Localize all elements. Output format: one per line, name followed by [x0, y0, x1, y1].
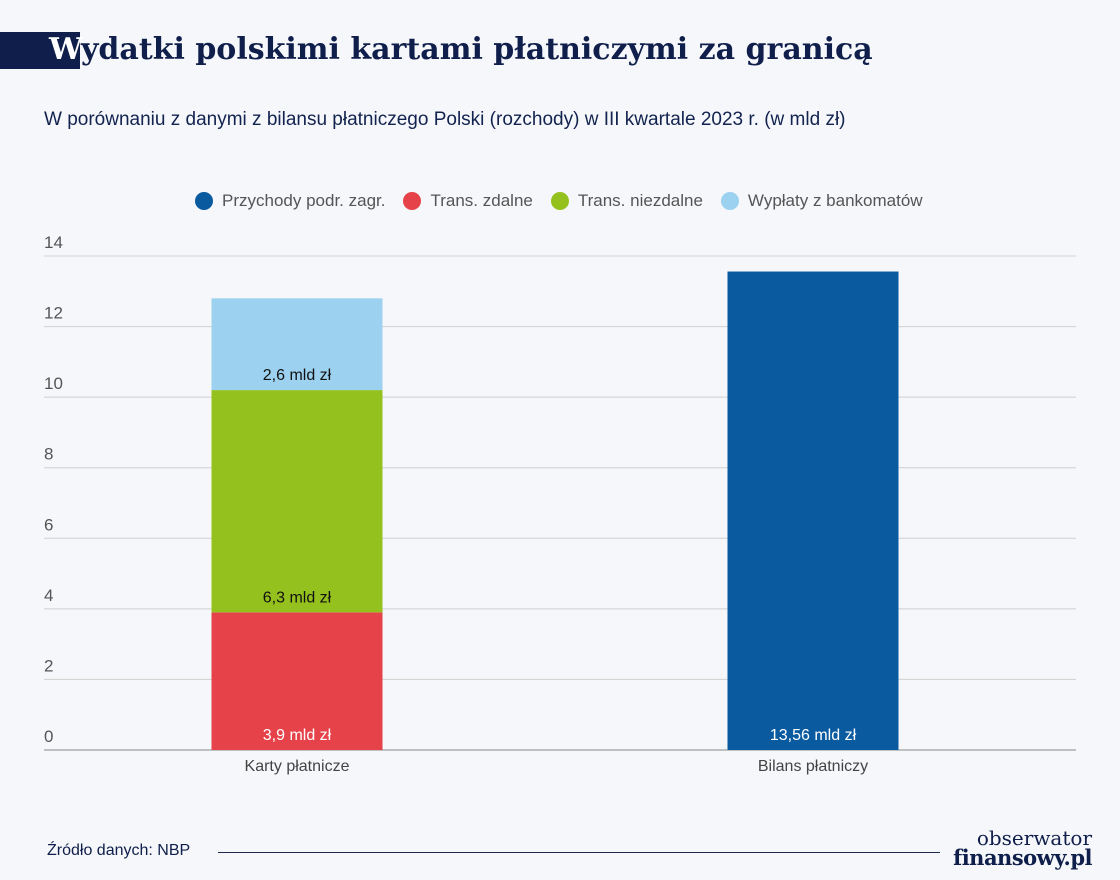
bar-segment [211, 298, 383, 391]
legend-item: Trans. niezdalne [550, 191, 703, 211]
y-tick-label: 2 [44, 656, 53, 675]
data-label: 13,56 mld zł [770, 727, 857, 744]
page-title: ydatki polskimi kartami płatniczymi za g… [81, 32, 873, 67]
data-label: 3,9 mld zł [263, 727, 332, 744]
legend-item: Trans. zdalne [403, 191, 533, 211]
title-first-letter: W [49, 32, 83, 67]
bar-segment [211, 390, 383, 613]
y-tick-label: 0 [44, 727, 53, 746]
logo-text-top: obserwator [976, 826, 1092, 850]
footer-divider [218, 852, 940, 853]
chart-subtitle: W porównaniu z danymi z bilansu płatnicz… [44, 109, 846, 130]
y-tick-label: 14 [44, 233, 63, 252]
bar-segment [727, 271, 899, 750]
data-label: 6,3 mld zł [263, 589, 332, 606]
legend-item: Przychody podr. zagr. [195, 191, 385, 211]
x-category-label: Bilans płatniczy [758, 758, 868, 775]
bar-segment [211, 612, 383, 750]
data-label: 2,6 mld zł [263, 367, 332, 384]
legend-marker [550, 192, 569, 210]
chart-legend: Przychody podr. zagr. Trans. zdalne Tran… [195, 190, 923, 212]
title-accent-bar [0, 32, 80, 69]
legend-marker [195, 192, 213, 210]
y-tick-label: 8 [44, 445, 53, 464]
legend-label: Trans. zdalne [430, 191, 533, 210]
y-tick-label: 4 [44, 586, 53, 605]
legend-item: Wypłaty z bankomatów [720, 191, 923, 211]
brand-logo: obserwator finansowy.pl [952, 828, 1092, 868]
x-category-label: Karty płatnicze [245, 758, 350, 775]
legend-marker [720, 192, 739, 210]
legend-marker [403, 192, 422, 210]
legend-label: Trans. niezdalne [577, 191, 703, 210]
legend-label: Przychody podr. zagr. [222, 191, 386, 210]
y-tick-label: 6 [44, 515, 53, 534]
legend-label: Wypłaty z bankomatów [747, 191, 923, 210]
y-tick-label: 12 [44, 304, 63, 323]
logo-text-bottom: finansowy.pl [953, 845, 1092, 870]
data-source: Źródło danych: NBP [47, 842, 191, 859]
y-tick-label: 10 [44, 374, 63, 393]
